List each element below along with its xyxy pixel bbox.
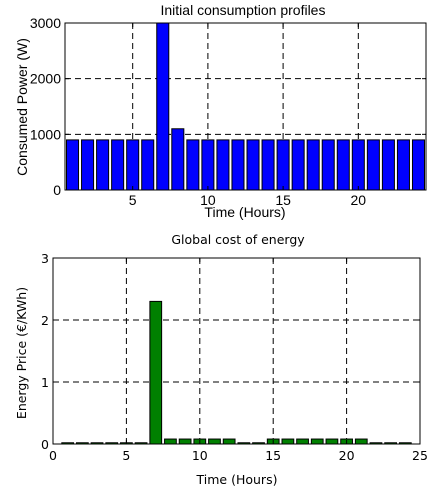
chart1-bar <box>411 139 425 191</box>
consumption-chart: Initial consumption profiles 5 10 15 20 0 10… <box>14 2 427 220</box>
chart1-bar <box>231 139 245 191</box>
chart2-y-ticks: 0 1 2 3 <box>41 251 420 452</box>
chart1-y-tick-label: 3000 <box>30 15 61 31</box>
chart1-bar <box>96 139 110 191</box>
chart2-bar <box>354 438 368 445</box>
chart1-y-tick-label: 2000 <box>30 71 61 87</box>
chart2-x-tick-label: 10 <box>192 448 208 463</box>
chart1-bar <box>396 139 410 191</box>
chart2-bar <box>296 438 309 445</box>
chart1-bar <box>126 139 140 191</box>
chart1-plot-area <box>65 23 426 190</box>
chart1-bar <box>261 139 275 191</box>
chart1-axes-box <box>64 22 427 191</box>
chart1-title: Initial consumption profiles <box>161 2 326 18</box>
chart2-x-tick-label: 5 <box>122 448 130 463</box>
chart1-y-label: Consumed Power (W) <box>14 38 30 176</box>
chart1-bar <box>66 139 80 191</box>
chart2-bar <box>281 438 295 445</box>
chart2-y-tick-label: 2 <box>41 313 49 328</box>
chart2-bar <box>310 438 324 445</box>
chart2-y-tick-label: 0 <box>41 437 49 452</box>
cost-chart: Global cost of energy 0 5 10 15 20 25 0 1 2 3 Ti… <box>14 232 428 487</box>
chart2-axes-box <box>52 257 421 445</box>
chart2-bar <box>208 438 221 445</box>
chart2-x-tick-label: 20 <box>339 448 355 463</box>
chart2-x-tick-label: 0 <box>49 448 57 463</box>
chart1-bar <box>81 139 95 191</box>
chart1-bar <box>321 139 335 191</box>
chart2-y-label: Energy Price (€/KWh) <box>14 287 29 419</box>
chart1-bar <box>201 139 215 191</box>
chart2-y-tick-label: 3 <box>41 251 49 266</box>
chart1-grid <box>65 23 426 190</box>
chart2-y-tick-label: 1 <box>41 375 49 390</box>
chart1-y-ticks: 0 1000 2000 3000 <box>30 15 426 198</box>
chart2-x-ticks: 0 5 10 15 20 25 <box>49 258 428 463</box>
chart1-bar <box>351 139 365 191</box>
chart1-bar <box>381 139 395 191</box>
chart1-bar <box>171 128 185 191</box>
chart1-bar <box>156 22 170 191</box>
chart1-bar <box>276 139 290 191</box>
chart1-bar <box>246 139 260 191</box>
chart1-bar <box>216 139 230 191</box>
chart2-bar <box>222 438 236 445</box>
chart1-bar <box>186 139 200 191</box>
chart1-x-tick-label: 10 <box>200 192 216 208</box>
chart2-x-tick-label: 15 <box>265 448 281 463</box>
chart1-y-tick-label: 0 <box>53 182 61 198</box>
chart1-bar <box>111 139 125 191</box>
chart1-bar <box>336 139 350 191</box>
chart2-x-label: Time (Hours) <box>196 472 278 487</box>
chart1-x-tick-label: 15 <box>275 192 291 208</box>
chart2-grid <box>53 258 420 444</box>
chart1-x-tick-label: 20 <box>351 192 367 208</box>
chart1-bar <box>366 139 380 191</box>
chart2-plot-area <box>53 258 420 444</box>
chart1-x-ticks: 5 10 15 20 <box>129 23 367 208</box>
chart2-x-tick-label: 25 <box>412 448 428 463</box>
chart1-bar <box>141 139 155 191</box>
chart2-bar <box>149 300 163 445</box>
chart1-bars <box>66 22 425 191</box>
chart2-bar <box>325 438 339 445</box>
chart2-bar <box>164 438 177 445</box>
chart1-x-tick-label: 5 <box>129 192 137 208</box>
chart2-title: Global cost of energy <box>171 232 305 247</box>
chart1-x-label: Time (Hours) <box>204 204 285 220</box>
chart1-bar <box>291 139 305 191</box>
chart1-bar <box>306 139 320 191</box>
chart1-y-tick-label: 1000 <box>30 126 61 142</box>
chart2-bar <box>178 438 192 445</box>
